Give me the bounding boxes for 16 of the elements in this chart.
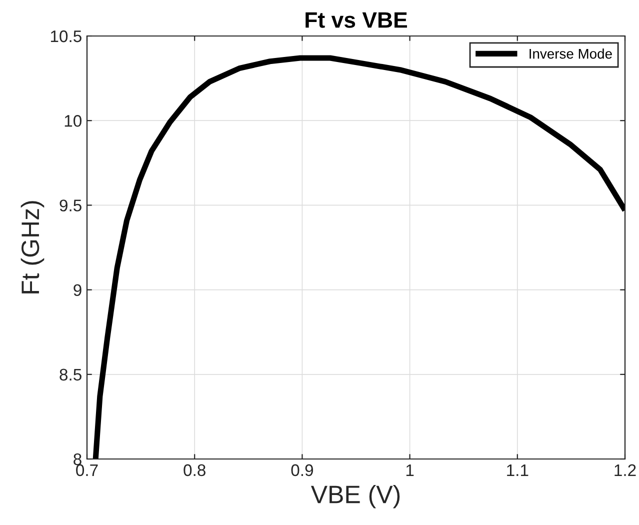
y-tick-label: 9: [74, 284, 82, 296]
y-tick-label: 9.5: [60, 200, 82, 212]
chart-title: Ft vs VBE: [306, 12, 407, 28]
x-tick-label: 1.1: [507, 464, 528, 476]
legend-label: Inverse Mode: [530, 48, 612, 59]
y-tick-label: 10.5: [50, 30, 82, 42]
y-tick-label: 10: [64, 115, 82, 127]
x-tick-label: 1: [406, 464, 414, 476]
y-tick-label: 8.5: [60, 368, 82, 381]
x-axis-title: VBE (V): [310, 484, 400, 508]
x-tick-label: 1.2: [614, 464, 636, 476]
x-tick-label: 0.9: [291, 464, 313, 476]
y-axis-title: Ft (GHz): [20, 201, 44, 294]
y-tick-label: 8: [74, 453, 82, 466]
x-tick-label: 0.8: [184, 464, 206, 476]
x-tick-label: 0.7: [76, 464, 98, 476]
